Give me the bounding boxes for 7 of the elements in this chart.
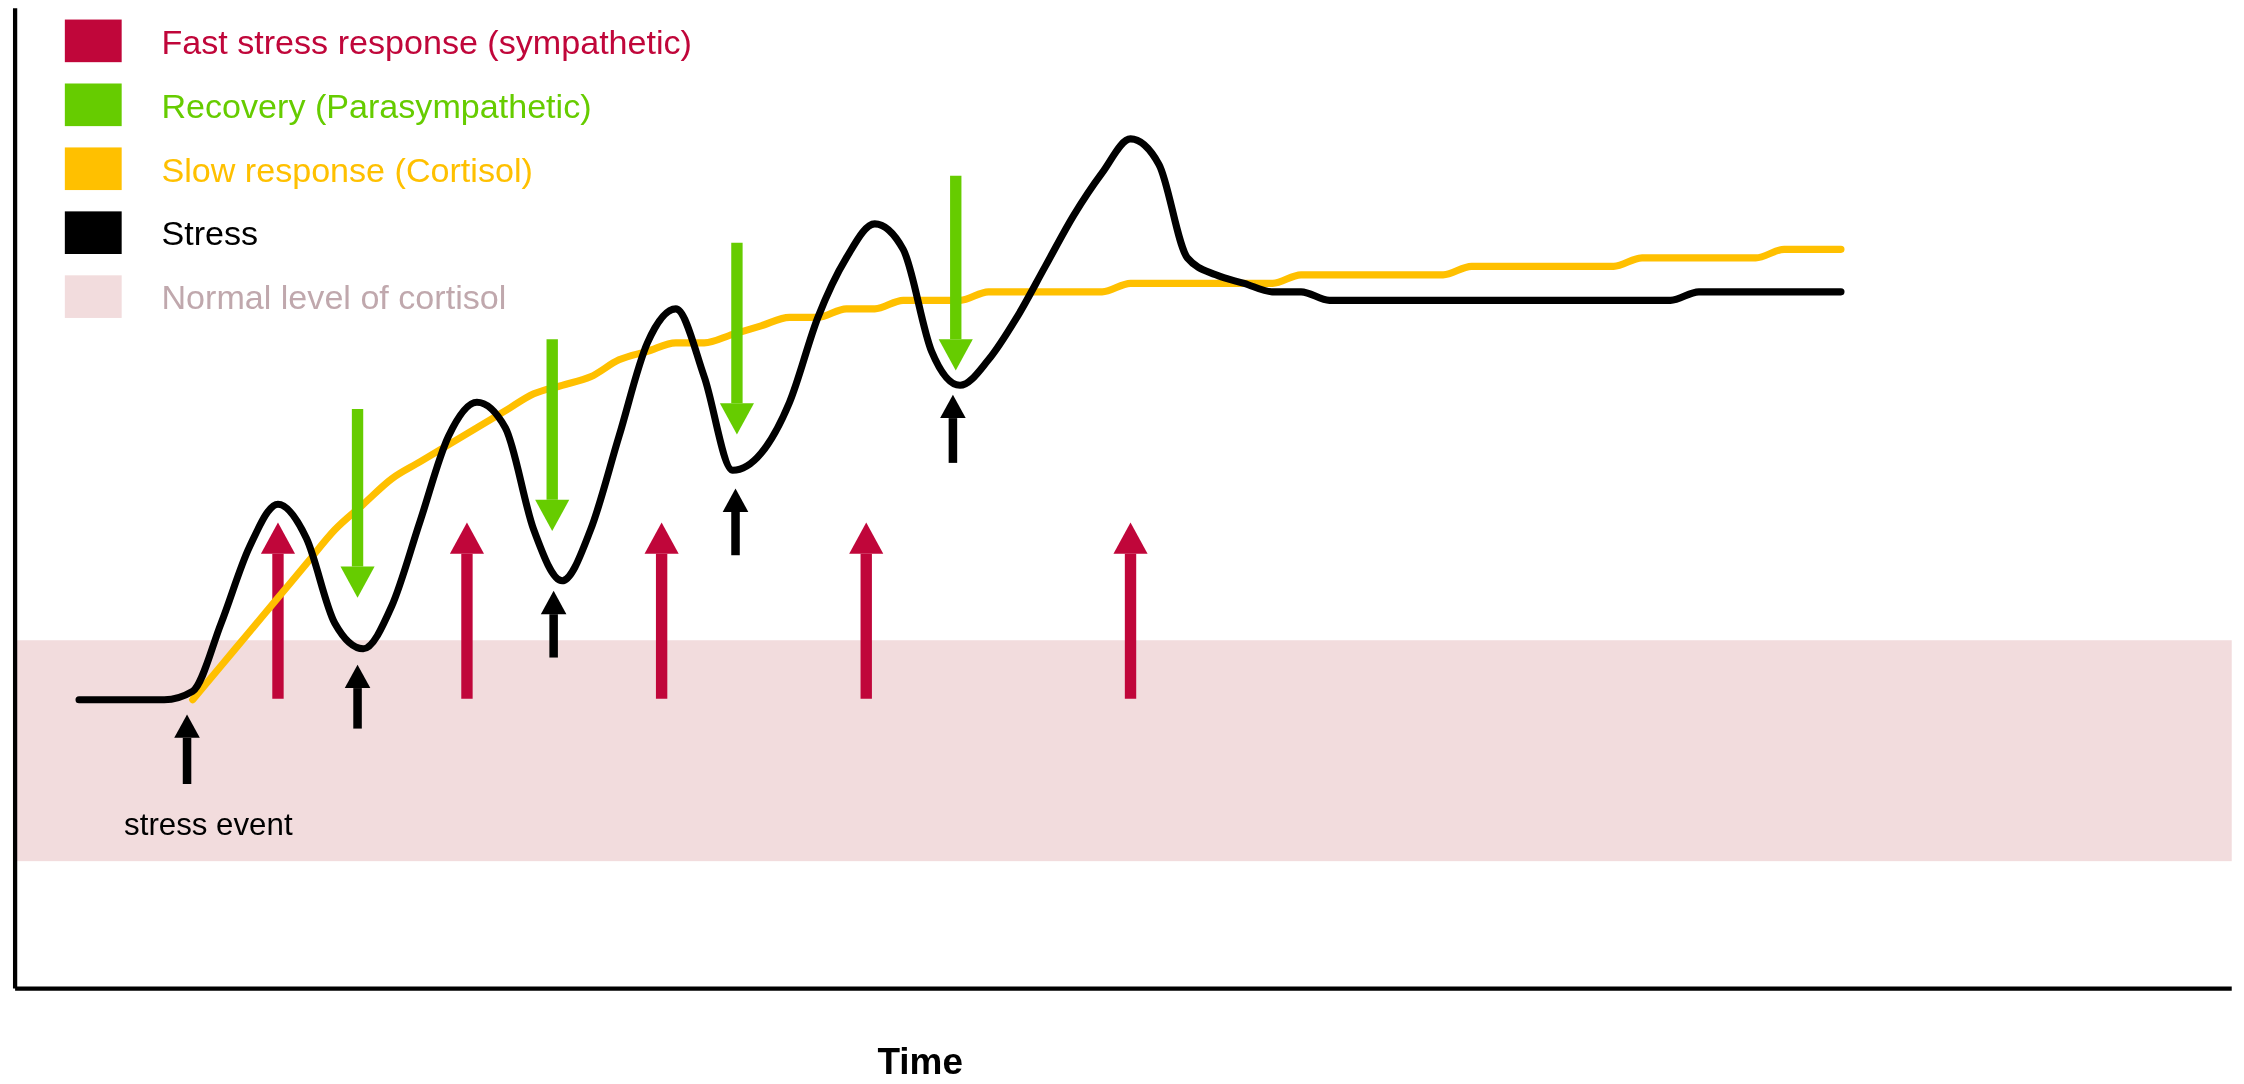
text: Fast stress response (sympathetic) xyxy=(161,22,692,61)
x-axis-title: Time xyxy=(877,1040,963,1082)
annotation: stress event xyxy=(124,807,293,843)
legend-label: Normal level of cortisol xyxy=(161,278,507,317)
legend-label: Slow response (Cortisol) xyxy=(161,150,533,189)
text: Recovery (Parasympathetic) xyxy=(161,86,592,125)
legend-label: Stress xyxy=(161,214,259,253)
